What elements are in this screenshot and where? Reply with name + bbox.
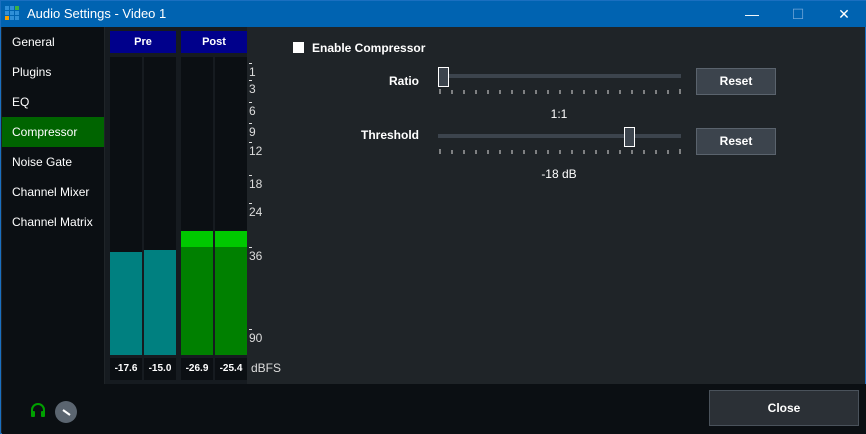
enable-compressor-checkbox[interactable] [293, 42, 304, 53]
app-logo-icon [5, 6, 19, 20]
meter-fill [110, 252, 142, 355]
sidebar-item-channel-matrix[interactable]: Channel Matrix [12, 215, 93, 229]
scale-label: 12 [249, 142, 263, 158]
title-bar: Audio Settings - Video 1 — ☐ ✕ [1, 1, 866, 27]
close-window-button[interactable]: ✕ [838, 6, 850, 22]
unit-label: dBFS [251, 361, 282, 375]
scale-label: 36 [249, 247, 263, 263]
sidebar: General Plugins EQ Compressor Noise Gate… [2, 27, 104, 384]
sidebar-item-eq[interactable]: EQ [12, 95, 30, 109]
threshold-value: -18 dB [541, 167, 577, 181]
headphones-icon[interactable] [30, 403, 46, 417]
meter-fill [181, 231, 213, 355]
scale-label: 3 [249, 80, 256, 96]
scale-label: 18 [249, 175, 263, 191]
sidebar-item-channel-mixer[interactable]: Channel Mixer [12, 185, 90, 199]
ratio-slider-track[interactable] [438, 74, 681, 78]
threshold-slider-thumb[interactable] [623, 127, 635, 147]
enable-compressor-label[interactable]: Enable Compressor [312, 41, 426, 55]
pre-meter-right [144, 57, 176, 355]
volume-knob[interactable] [54, 400, 78, 424]
scale-label: 1 [249, 63, 256, 79]
pre-header: Pre [110, 31, 176, 53]
footer: Close [2, 384, 866, 434]
pre-left-value: -17.6 [110, 358, 142, 380]
post-meter-right [215, 57, 247, 355]
ratio-slider-thumb[interactable] [438, 67, 449, 87]
pre-right-value: -15.0 [144, 358, 176, 380]
post-meter-left [181, 57, 213, 355]
sidebar-item-compressor[interactable]: Compressor [2, 117, 104, 147]
ratio-reset-button[interactable]: Reset [696, 68, 776, 95]
meter-fill [215, 231, 247, 355]
ratio-ticks [439, 89, 681, 94]
scale-label: 90 [249, 329, 263, 345]
meter-fill [144, 250, 176, 355]
threshold-label: Threshold [360, 128, 419, 142]
scale-label: 6 [249, 102, 256, 118]
sidebar-item-plugins[interactable]: Plugins [12, 65, 52, 79]
post-right-value: -25.4 [215, 358, 247, 380]
sidebar-item-general[interactable]: General [12, 35, 55, 49]
scale-label: 24 [249, 203, 263, 219]
post-left-value: -26.9 [181, 358, 213, 380]
window-title: Audio Settings - Video 1 [27, 6, 167, 21]
threshold-ticks [439, 149, 681, 154]
close-button[interactable]: Close [709, 390, 859, 426]
ratio-label: Ratio [389, 74, 419, 88]
maximize-button[interactable]: ☐ [791, 6, 805, 22]
minimize-button[interactable]: — [745, 6, 759, 22]
scale-label: 9 [249, 123, 256, 139]
threshold-reset-button[interactable]: Reset [696, 128, 776, 155]
threshold-slider-track[interactable] [438, 134, 681, 138]
pre-meter-left [110, 57, 142, 355]
ratio-value: 1:1 [550, 107, 568, 121]
post-header: Post [181, 31, 247, 53]
sidebar-item-noise-gate[interactable]: Noise Gate [12, 155, 73, 169]
